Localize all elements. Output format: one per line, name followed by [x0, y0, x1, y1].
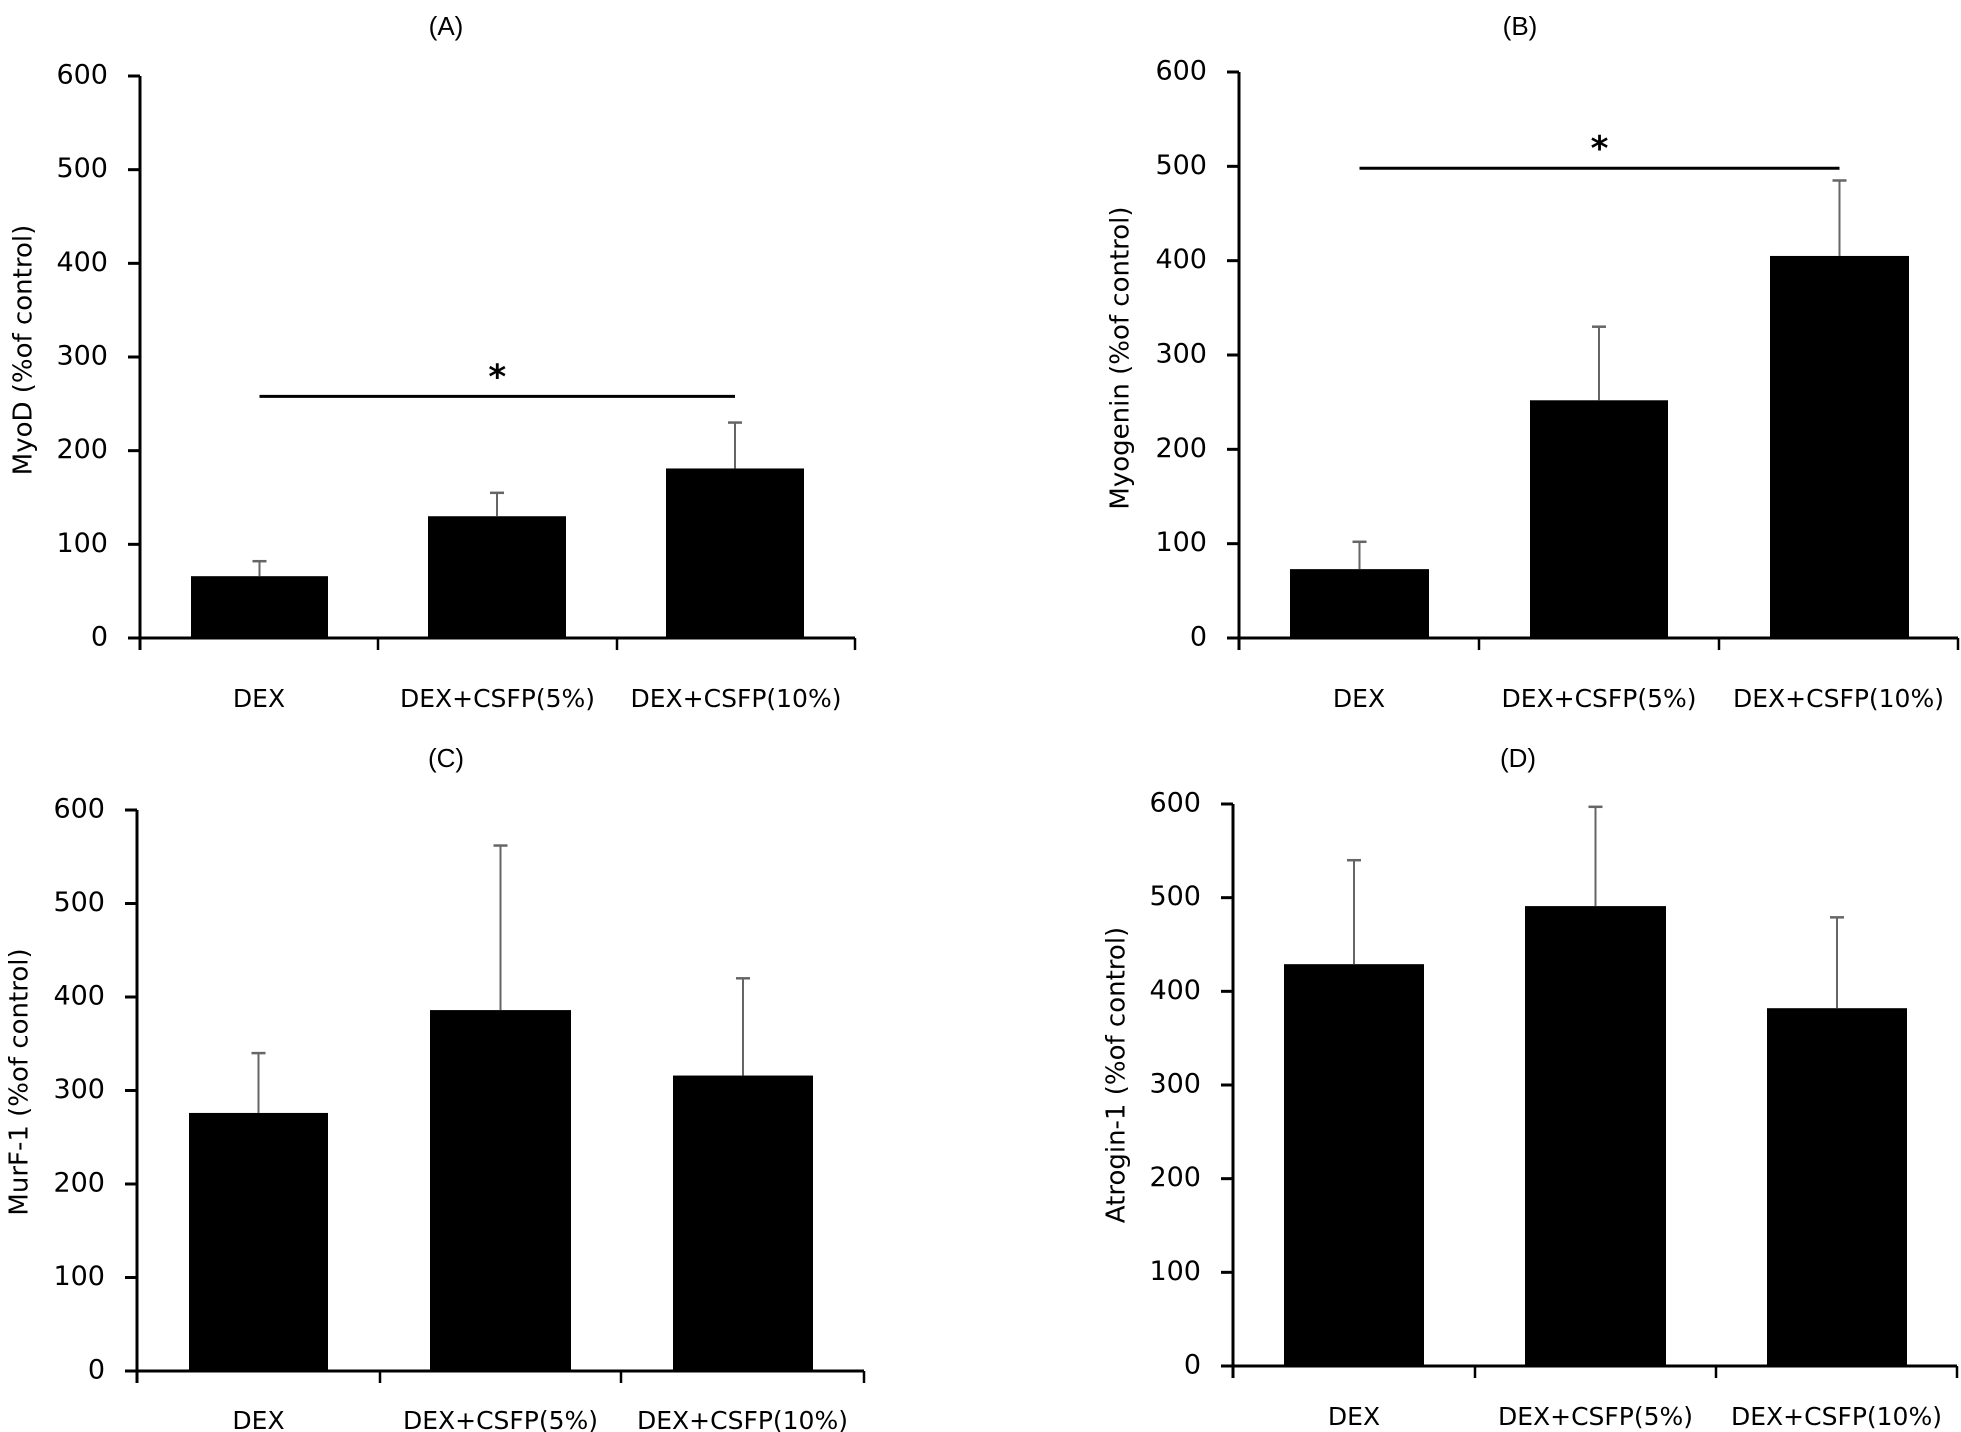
- y-tick-label: 400: [1149, 975, 1201, 1006]
- y-tick-label: 500: [1155, 150, 1207, 181]
- y-tick-label: 300: [53, 1074, 105, 1105]
- y-tick-label: 0: [1190, 622, 1207, 653]
- bar-dex: [191, 576, 328, 638]
- bar-dex: [1284, 964, 1424, 1366]
- y-tick-label: 200: [1149, 1162, 1201, 1193]
- x-category-label: DEX: [1333, 684, 1385, 713]
- y-tick-label: 600: [1155, 56, 1207, 87]
- x-category-label: DEX+CSFP(5%): [400, 684, 595, 713]
- y-tick-label: 400: [1155, 244, 1207, 275]
- y-axis-title: Myogenin (%of control): [1106, 206, 1136, 509]
- bar-dex: [1290, 569, 1429, 638]
- bar-dex: [189, 1112, 328, 1371]
- panel-title: (A): [429, 11, 464, 41]
- y-tick-label: 100: [56, 528, 108, 559]
- bar-dex-csfp-10-: [673, 1075, 813, 1371]
- x-category-label: DEX+CSFP(5%): [1498, 1402, 1693, 1431]
- panel-b-myogenin: (B) Myogenin (%of control) 0 100 200 300 400 50…: [1106, 11, 1960, 713]
- panel-c-murf1: (C) MurF-1 (%of control) 0 100 200 300 400 500 6…: [5, 743, 866, 1432]
- y-tick-label: 0: [91, 622, 108, 653]
- y-tick-label: 500: [1149, 881, 1201, 912]
- y-axis-title: MyoD (%of control): [9, 225, 39, 475]
- y-tick-label: 200: [1155, 433, 1207, 464]
- significance-asterisk: *: [1591, 129, 1609, 169]
- bar-dex-csfp-10-: [1767, 1008, 1907, 1366]
- x-category-label: DEX+CSFP(5%): [403, 1406, 598, 1432]
- y-tick-label: 600: [53, 794, 105, 825]
- y-tick-label: 0: [1184, 1350, 1201, 1381]
- bar-dex-csfp-10-: [666, 468, 804, 638]
- y-axis-title: MurF-1 (%of control): [5, 948, 35, 1215]
- bar-dex-csfp-5-: [1530, 400, 1668, 638]
- y-tick-label: 100: [53, 1261, 105, 1292]
- panel-a-myod: (A) MyoD (%of control) 0 100 200 300 400 500 600…: [9, 11, 857, 713]
- y-tick-label: 200: [53, 1168, 105, 1199]
- panel-d-atrogin1: (D) Atrogin-1 (%of control) 0 100 200 300 400 5…: [1102, 743, 1959, 1431]
- y-tick-label: 300: [56, 341, 108, 372]
- panel-title: (B): [1503, 11, 1538, 41]
- x-category-label: DEX+CSFP(5%): [1501, 684, 1696, 713]
- y-tick-label: 600: [1149, 788, 1201, 819]
- y-tick-label: 500: [56, 153, 108, 184]
- y-tick-label: 300: [1149, 1069, 1201, 1100]
- x-category-label: DEX+CSFP(10%): [1731, 1402, 1942, 1431]
- bar-dex-csfp-5-: [430, 1010, 571, 1371]
- y-tick-label: 100: [1149, 1256, 1201, 1287]
- bar-dex-csfp-5-: [428, 516, 566, 638]
- bar-dex-csfp-5-: [1525, 906, 1666, 1366]
- y-tick-label: 400: [56, 247, 108, 278]
- y-axis-title: Atrogin-1 (%of control): [1102, 927, 1132, 1223]
- x-category-label: DEX: [232, 1406, 284, 1432]
- x-category-label: DEX+CSFP(10%): [637, 1406, 848, 1432]
- y-tick-label: 400: [53, 981, 105, 1012]
- y-tick-label: 0: [88, 1355, 105, 1386]
- panel-title: (C): [428, 743, 464, 773]
- x-category-label: DEX: [233, 684, 285, 713]
- y-tick-label: 100: [1155, 527, 1207, 558]
- y-tick-label: 200: [56, 434, 108, 465]
- y-tick-label: 600: [56, 60, 108, 91]
- x-category-label: DEX+CSFP(10%): [1733, 684, 1944, 713]
- x-category-label: DEX+CSFP(10%): [631, 684, 842, 713]
- bar-dex-csfp-10-: [1770, 255, 1909, 638]
- y-tick-label: 500: [53, 887, 105, 918]
- significance-asterisk: *: [488, 357, 506, 397]
- y-tick-label: 300: [1155, 339, 1207, 370]
- panel-title: (D): [1500, 743, 1536, 773]
- x-category-label: DEX: [1328, 1402, 1380, 1431]
